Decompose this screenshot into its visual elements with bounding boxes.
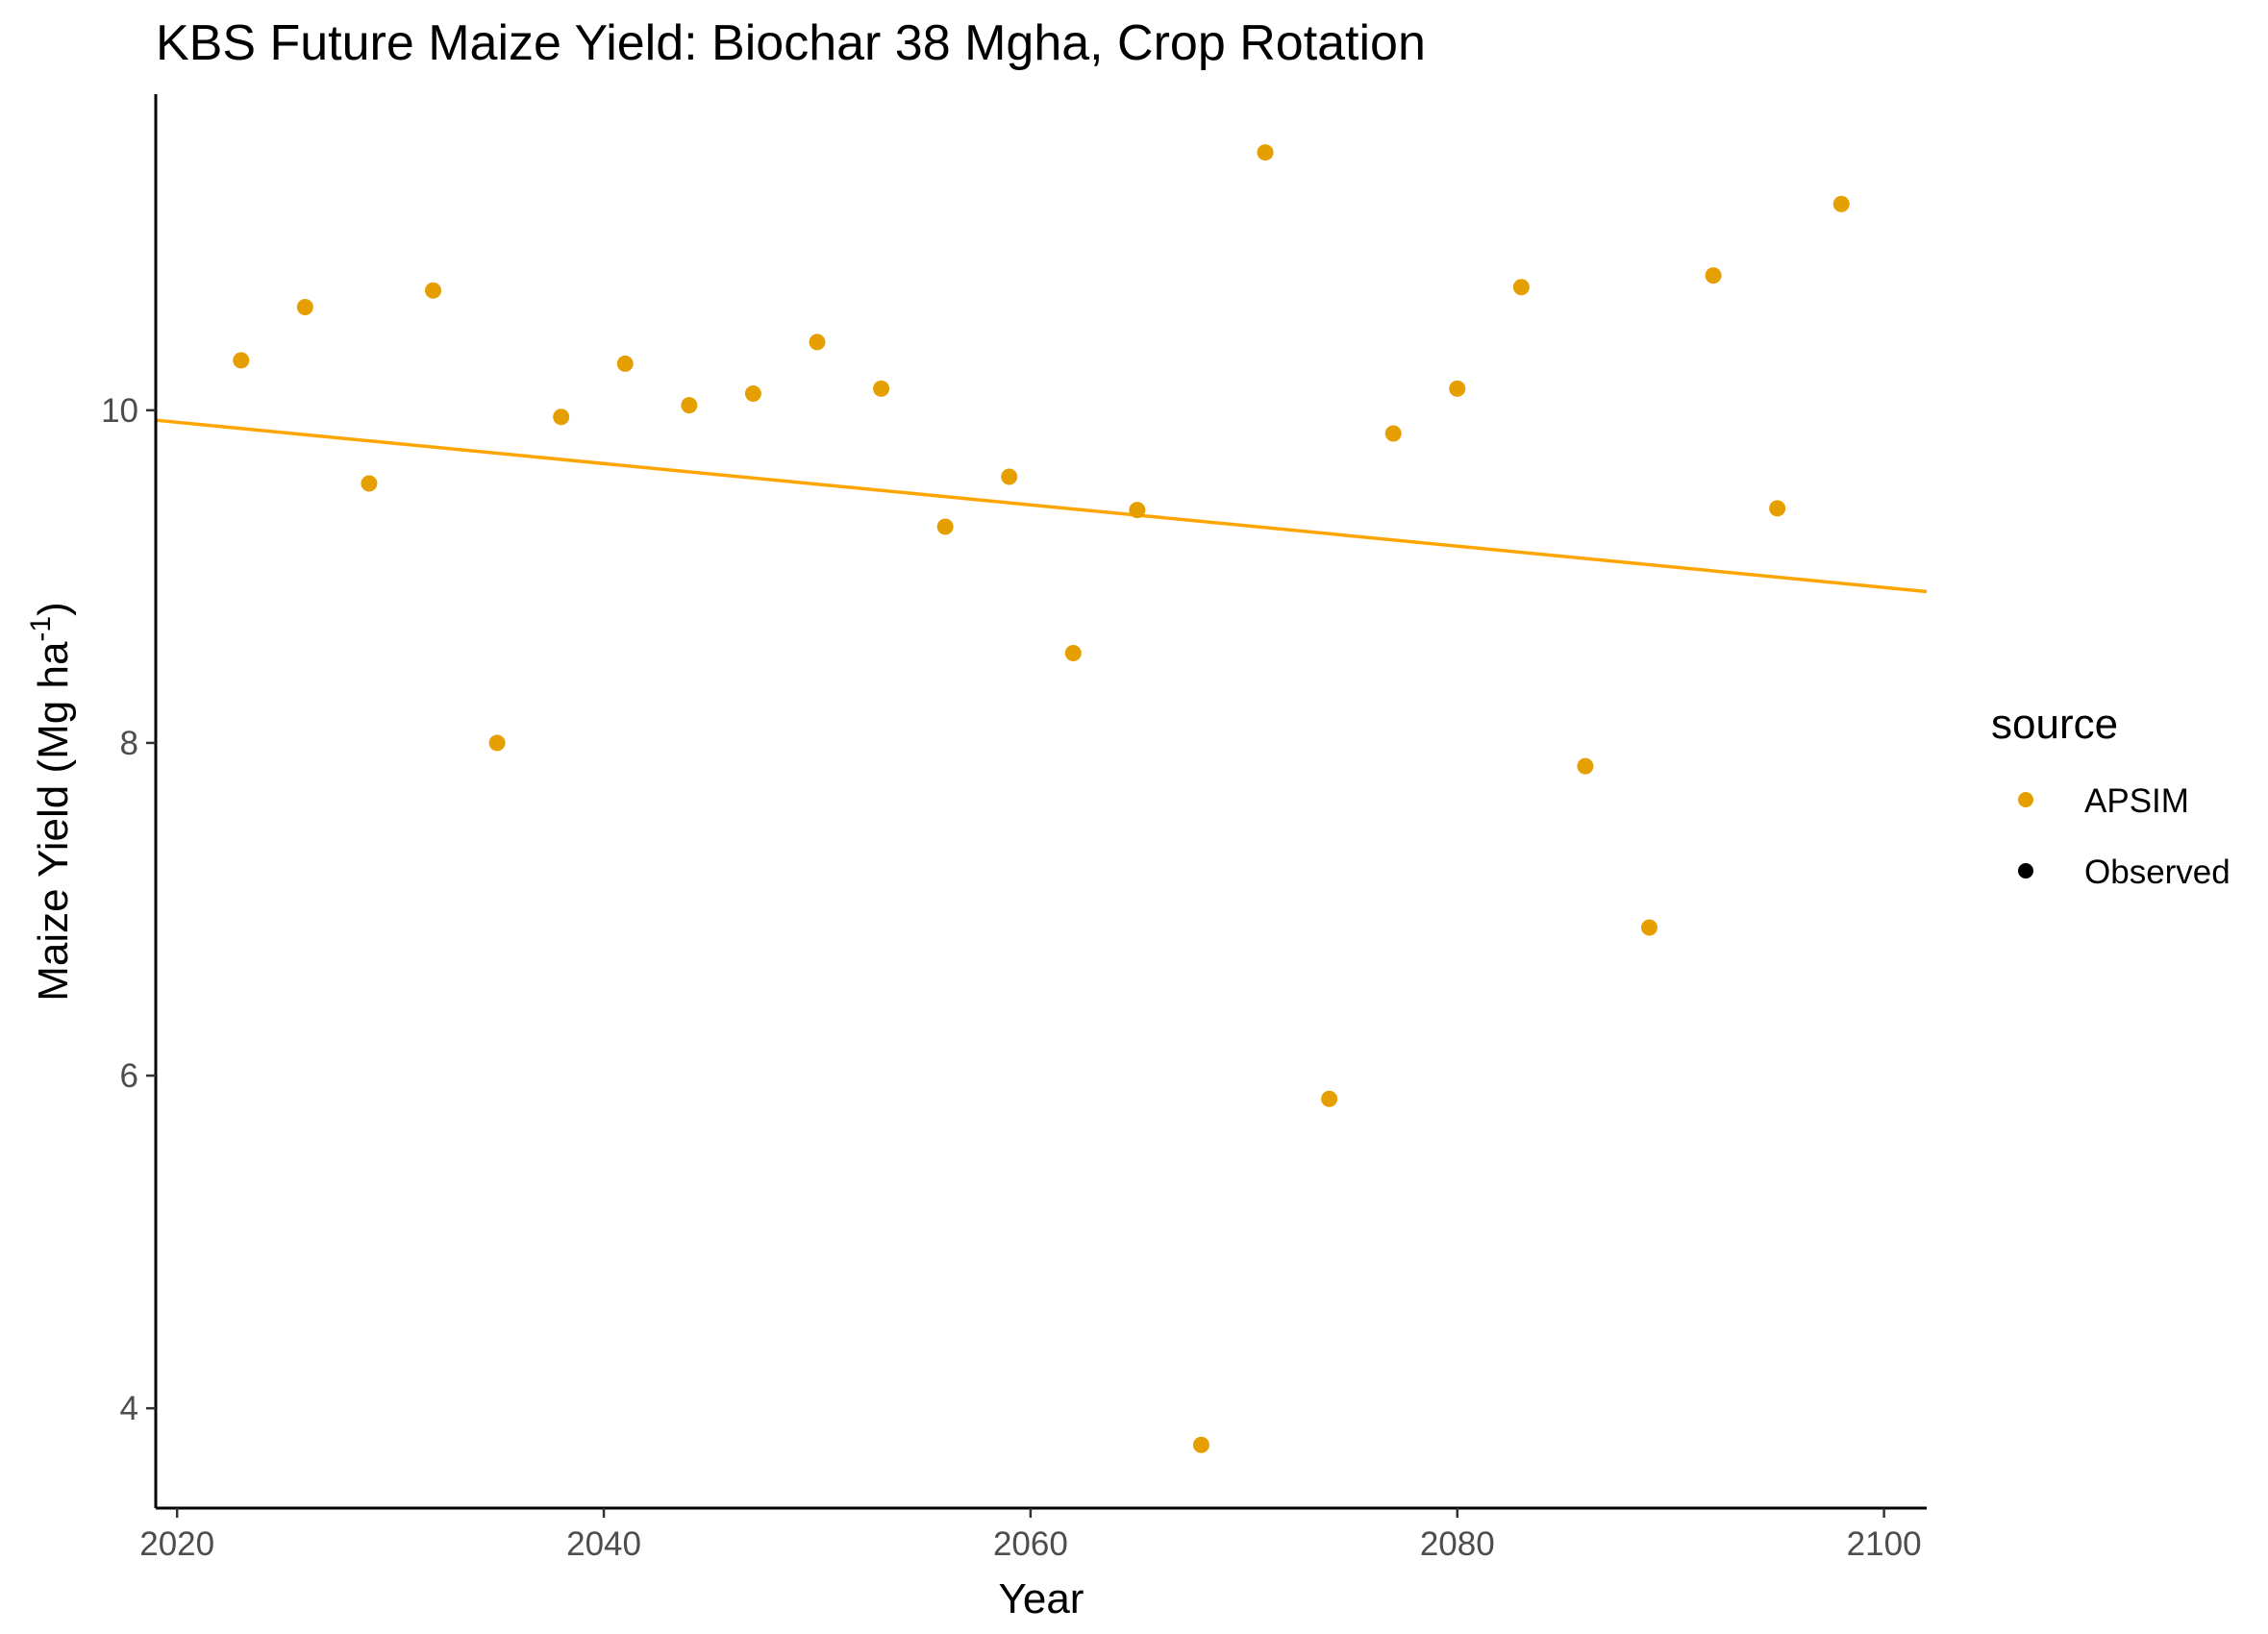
- trend-line: [155, 418, 1928, 594]
- legend-label-observed: Observed: [2084, 854, 2231, 891]
- data-point: [616, 355, 634, 372]
- data-point: [744, 385, 761, 403]
- data-point: [296, 299, 313, 316]
- x-axis-title: Year: [999, 1575, 1084, 1622]
- x-tick-label: 2040: [566, 1525, 641, 1563]
- y-axis-title: Maize Yield (Mg ha-1): [25, 602, 77, 1002]
- y-axis-title-main: Maize Yield (Mg ha: [30, 641, 77, 1002]
- data-point: [553, 408, 570, 426]
- legend-label-apsim: APSIM: [2084, 782, 2189, 820]
- data-point: [488, 734, 506, 752]
- data-point: [681, 397, 698, 414]
- x-tick-label: 2080: [1420, 1525, 1495, 1563]
- data-point: [1640, 919, 1657, 936]
- plot-area: [155, 144, 1928, 1453]
- data-point: [1192, 1436, 1209, 1453]
- data-point: [233, 352, 250, 369]
- y-tick-label: 6: [120, 1057, 138, 1095]
- x-tick-label: 2020: [139, 1525, 214, 1563]
- x-tick-label: 2060: [993, 1525, 1068, 1563]
- data-point: [1512, 279, 1530, 296]
- data-point: [1257, 144, 1274, 161]
- data-point: [1384, 425, 1402, 442]
- legend: source APSIM Observed: [1991, 701, 2231, 891]
- data-point: [873, 380, 890, 397]
- data-point: [1001, 468, 1018, 485]
- data-point: [936, 518, 954, 535]
- y-tick-label: 4: [120, 1390, 138, 1427]
- data-point: [1129, 502, 1146, 519]
- legend-title: source: [1991, 701, 2118, 748]
- data-point: [1449, 380, 1466, 397]
- data-point: [361, 475, 378, 492]
- y-axis-title-superscript: -1: [25, 616, 57, 642]
- data-point: [425, 282, 442, 299]
- chart-title: KBS Future Maize Yield: Biochar 38 Mgha,…: [156, 15, 1426, 71]
- y-axis-ticks: 4 6 8 10: [101, 392, 156, 1427]
- y-tick-label: 8: [120, 725, 138, 762]
- y-axis-title-close: ): [30, 602, 77, 616]
- data-point: [1321, 1090, 1338, 1107]
- data-point: [1705, 267, 1722, 285]
- data-point: [1064, 644, 1082, 661]
- legend-key-apsim: [2018, 792, 2033, 807]
- data-point: [1577, 757, 1594, 775]
- x-axis-ticks: 2020 2040 2060 2080 2100: [139, 1508, 1922, 1563]
- x-tick-label: 2100: [1847, 1525, 1922, 1563]
- data-point: [809, 334, 826, 351]
- legend-key-observed: [2018, 863, 2033, 879]
- data-point: [1832, 195, 1850, 212]
- data-point: [1769, 500, 1786, 517]
- y-tick-label: 10: [101, 392, 138, 430]
